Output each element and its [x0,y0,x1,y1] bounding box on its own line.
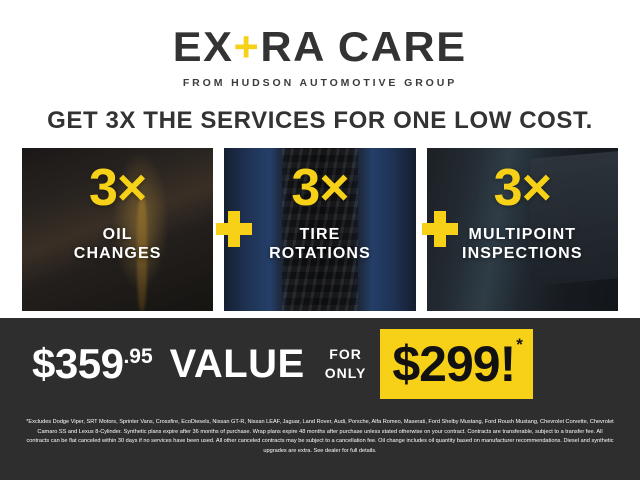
legal-fineprint: *Excludes Dodge Viper, SRT Motors, Sprin… [0,410,640,480]
service-label-tire: TIRE ROTATIONS [269,226,371,262]
diagnostic-laptop-photo [426,148,618,311]
offer-price-box: $299! * [380,329,533,399]
tire-rotation-photo [224,148,416,311]
wordmark-part-ex: EX [173,23,234,70]
original-value-price: $359.95 [32,343,153,385]
service-panel-tire-rotations: 3× TIRE ROTATIONS [224,148,416,311]
service-panel-multipoint-inspections: 3× MULTIPOINT INSPECTIONS [426,148,618,311]
service-panels: 3× OIL CHANGES 3× TIRE ROTATIONS 3× MULTIP… [22,148,618,311]
value-dollars: $359 [32,340,124,387]
service-panel-oil-changes: 3× OIL CHANGES [22,148,214,311]
for-label: FOR [329,346,362,363]
brand-logo-block: EX+RA CARE FROM HUDSON AUTOMOTIVE GROUP [0,0,640,90]
offer-price-label: $299! [392,336,516,392]
multiplier-label-multipoint: 3× [493,159,552,217]
oil-pour-photo [22,148,214,311]
wordmark-part-racare: RA CARE [260,23,467,70]
only-label: ONLY [324,365,367,381]
price-bar: $359.95 VALUE FOR ONLY $299! * [0,318,640,410]
value-word-label: VALUE [169,342,305,386]
photo-shade-overlay [224,148,416,311]
photo-shade-overlay [22,148,214,311]
service-label-oil: OIL CHANGES [73,226,162,262]
for-only-label: FOR ONLY [325,345,367,383]
value-cents: .95 [123,345,153,368]
photo-shade-overlay [426,148,618,311]
service-label-multipoint: MULTIPOINT INSPECTIONS [462,226,583,262]
page-headline: GET 3X THE SERVICES FOR ONE LOW COST. [47,107,593,134]
brand-tagline: FROM HUDSON AUTOMOTIVE GROUP [182,77,458,89]
multiplier-label-tire: 3× [291,159,349,217]
multiplier-label-oil: 3× [89,159,147,217]
plus-cross-icon: + [233,23,261,70]
brand-wordmark: EX+RA CARE [173,26,467,68]
asterisk-footnote-marker: * [516,335,523,354]
